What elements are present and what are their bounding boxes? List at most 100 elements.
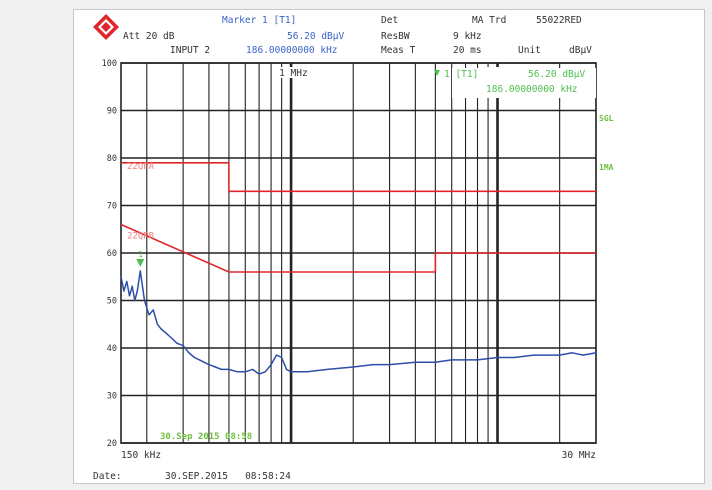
y-tick-50: 50 [107, 297, 117, 307]
trace-point [152, 309, 154, 311]
trace-point [148, 314, 150, 316]
trace-point [533, 354, 535, 356]
y-tick-30: 30 [107, 392, 117, 402]
trace-point [198, 359, 201, 361]
trace-point [571, 352, 573, 354]
trace-point [352, 366, 354, 368]
trace-point [372, 363, 374, 366]
trace-point [171, 337, 173, 340]
trace-point [451, 359, 453, 361]
trace-point [595, 352, 597, 354]
marker-number: 1 [138, 250, 143, 259]
trace-point [166, 333, 168, 335]
limit-line-22QPA [121, 162, 596, 193]
trace-point [136, 290, 138, 292]
trace-point [160, 328, 162, 330]
trace-point [208, 363, 210, 366]
trace-point [143, 299, 146, 302]
x-end-label: 30 MHz [562, 450, 596, 461]
y-tick-20: 20 [107, 439, 117, 449]
plot-marker-freq: 186.00000000 kHz [486, 84, 578, 95]
resbw-value: 9 kHz [453, 31, 482, 42]
y-tick-100: 100 [102, 59, 117, 69]
marker-value: 56.20 dBµV [287, 31, 345, 42]
trace-point [270, 363, 272, 366]
attenuation-text: Att 20 dB [123, 31, 175, 42]
trace-point [123, 290, 125, 292]
y-tick-80: 80 [107, 154, 117, 164]
trace-point [220, 368, 223, 371]
model-text: 55022RED [536, 15, 582, 26]
measurement-trace [120, 270, 597, 375]
trace-point [214, 366, 217, 368]
x-mid-label-bg [277, 67, 324, 78]
y-tick-40: 40 [107, 344, 117, 354]
trace-point [182, 344, 184, 347]
resbw-label: ResBW [381, 31, 410, 42]
marker-info-triangle-icon [434, 70, 440, 76]
date-label: Date: [93, 471, 122, 482]
trace-point [193, 356, 196, 359]
y-tick-60: 60 [107, 249, 117, 259]
unit-label: Unit [518, 45, 541, 56]
trace-point [228, 368, 230, 371]
plot-marker-label: 1 [T1] [444, 69, 478, 80]
meas-value: 20 ms [453, 45, 482, 56]
marker-label: Marker 1 [T1] [222, 15, 297, 26]
trace-point [275, 354, 278, 356]
y-tick-70: 70 [107, 202, 117, 212]
date-value: 30.SEP.2015 08:58:24 [165, 471, 291, 482]
trace-point [290, 371, 292, 373]
x-start-label: 150 kHz [121, 450, 161, 461]
trace-point [434, 361, 437, 363]
trace-point [388, 363, 391, 366]
trace-point [476, 359, 479, 361]
plot-marker-value: 56.20 dBµV [528, 69, 585, 80]
limit-lines: 22QPA 22QPB [120, 162, 596, 273]
limit-label-22QPA: 22QPA [127, 162, 155, 172]
trace-point [176, 342, 178, 344]
marker-frequency: 186.00000000 kHz [246, 45, 338, 56]
trace-point [285, 368, 288, 371]
det-value: MA Trd [472, 15, 507, 26]
trace-point [188, 352, 190, 354]
trace-point [414, 361, 417, 363]
trace-layer: 1 [120, 250, 597, 375]
trace-point [496, 356, 499, 359]
marker-info-bg [452, 68, 596, 98]
trace-point [134, 299, 136, 302]
trace-point [582, 354, 584, 356]
trace-point [120, 276, 122, 278]
trace-point [156, 323, 159, 325]
trace-point [244, 371, 246, 373]
sgl-label: SGL [599, 114, 614, 123]
trace-point [128, 295, 131, 297]
trace-point [264, 371, 266, 373]
trace-point [131, 285, 133, 287]
unit-value: dBµV [569, 45, 592, 56]
trace-point [251, 368, 254, 371]
marker-triangle-icon [136, 259, 145, 268]
trace-point [306, 371, 309, 373]
timestamp-label: 30.Sep 2015 08:58 [160, 432, 252, 442]
limit-label-22QPB: 22QPB [127, 232, 154, 242]
det-label: Det [381, 15, 399, 26]
y-tick-90: 90 [107, 107, 117, 117]
trace-point [258, 373, 260, 375]
trace-point [203, 361, 205, 363]
ima-label: 1MA [599, 163, 614, 172]
input-text: INPUT 2 [170, 45, 211, 56]
x-label-1-MHz: 1 MHz [279, 68, 308, 79]
limit-line-22QPB [120, 223, 596, 273]
trace-point [139, 270, 141, 272]
trace-point [326, 368, 329, 371]
trace-point [236, 371, 239, 373]
meas-label: Meas T [381, 45, 416, 56]
chart-grid: 20 30 40 50 60 70 80 90 100 [102, 59, 597, 449]
trace-point [558, 354, 561, 356]
rohde-schwarz-logo-icon [93, 14, 119, 40]
trace-point [549, 354, 551, 356]
trace-point [513, 356, 515, 359]
